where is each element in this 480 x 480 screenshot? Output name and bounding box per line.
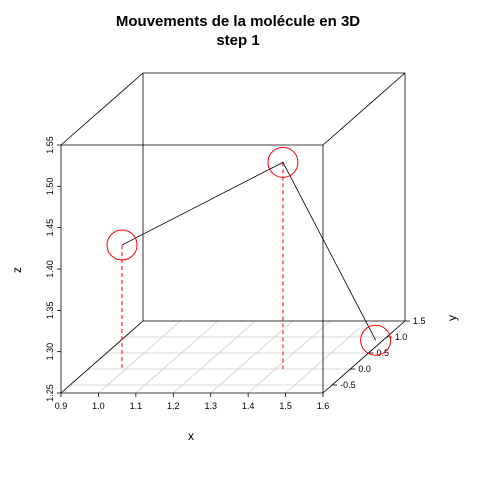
x-tick-label: 1.4 [242, 401, 255, 411]
x-tick-label: 1.3 [204, 401, 217, 411]
data-marks [106, 146, 392, 369]
data-point [360, 324, 392, 356]
y-tick-label: -0.5 [340, 380, 356, 390]
z-axis-label: z [10, 267, 24, 273]
grid-line-x [98, 320, 181, 394]
grid-line-x [247, 320, 331, 394]
z-tick-label: 1.25 [45, 384, 55, 402]
x-axis-label: x [188, 429, 194, 443]
chart-title: Mouvements de la molécule en 3D [116, 13, 360, 30]
y-tick-label: 1.5 [413, 316, 426, 326]
grid-line-x [210, 320, 293, 394]
data-point [106, 229, 138, 261]
bounding-box [60, 72, 406, 394]
z-tick-label: 1.50 [45, 178, 55, 196]
x-tick-label: 0.9 [55, 401, 68, 411]
series-line [121, 161, 377, 341]
y-tick-label: 1.0 [395, 332, 408, 342]
data-point [267, 146, 299, 178]
z-tick-label: 1.45 [45, 219, 55, 237]
box-edge [60, 320, 144, 394]
axis-ticks: 1.25 1.30 1.35 1.40 1.45 1.50 1.55 0.9 1.0 1.1 1.2… [45, 136, 426, 411]
z-tick-label: 1.35 [45, 302, 55, 320]
grid-line-x [285, 320, 368, 394]
z-tick-label: 1.30 [45, 343, 55, 361]
z-tick-label: 1.40 [45, 260, 55, 278]
chart-subtitle: step 1 [216, 32, 259, 49]
box-edge [322, 72, 406, 146]
x-tick-label: 1.0 [92, 401, 105, 411]
box-edge [60, 72, 144, 146]
x-tick-label: 1.5 [279, 401, 292, 411]
y-axis-label: y [445, 315, 459, 321]
z-tick-label: 1.55 [45, 136, 55, 154]
x-tick-label: 1.6 [317, 401, 330, 411]
grid-line-x [173, 320, 256, 394]
box-edge [322, 320, 406, 394]
x-tick-label: 1.2 [167, 401, 180, 411]
y-tick-label: 0.0 [358, 364, 371, 374]
x-tick-label: 1.1 [130, 401, 143, 411]
grid-line-x [135, 320, 219, 394]
